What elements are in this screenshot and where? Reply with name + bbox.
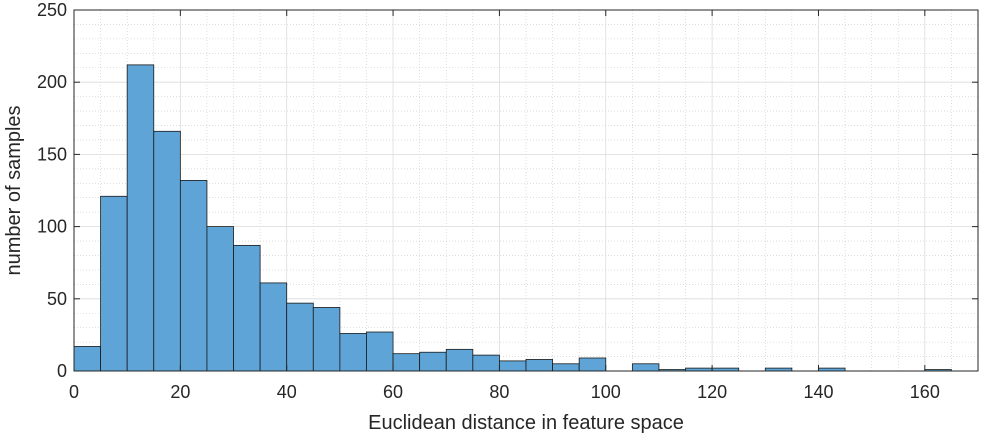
- x-tick-labels: 0 20 40 60 80 100 120 140 160: [69, 382, 940, 402]
- histogram-bar: [472, 354, 500, 372]
- y-tick-label: 200: [37, 72, 67, 92]
- bars: [73, 64, 952, 372]
- tick-marks: [73, 9, 978, 372]
- histogram-bar: [286, 302, 314, 372]
- histogram-bar: [419, 351, 447, 372]
- histogram-bar: [100, 195, 128, 372]
- histogram-bar: [233, 244, 261, 372]
- x-tick-label: 60: [383, 382, 403, 402]
- x-tick-label: 100: [591, 382, 621, 402]
- y-tick-label: 100: [37, 217, 67, 237]
- x-axis-label: Euclidean distance in feature space: [368, 412, 684, 434]
- histogram-bar: [525, 359, 553, 372]
- y-tick-label: 150: [37, 144, 67, 164]
- histogram-bar: [259, 282, 288, 372]
- x-tick-label: 140: [803, 382, 833, 402]
- y-axis-label: number of samples: [3, 105, 25, 275]
- histogram-bar: [578, 357, 607, 372]
- histogram-bar: [206, 226, 234, 372]
- histogram-bar: [392, 353, 421, 372]
- x-tick-label: 20: [170, 382, 190, 402]
- histogram-bar: [631, 363, 660, 372]
- x-tick-label: 80: [489, 382, 509, 402]
- histogram-bar: [126, 64, 155, 372]
- histogram-bar: [179, 179, 208, 372]
- histogram-bar: [366, 331, 394, 372]
- y-tick-label: 0: [57, 361, 67, 381]
- x-tick-label: 0: [69, 382, 79, 402]
- histogram-bar: [499, 360, 527, 372]
- x-tick-label: 160: [910, 382, 940, 402]
- histogram-bar: [445, 348, 474, 372]
- histogram-bar: [73, 346, 101, 372]
- histogram-bar: [339, 333, 367, 372]
- y-tick-labels: 0 50 100 150 200 250: [37, 0, 67, 381]
- histogram-bar: [312, 307, 341, 372]
- histogram-bar: [552, 363, 580, 372]
- y-tick-label: 250: [37, 0, 67, 20]
- plot-area-frame: [73, 9, 979, 372]
- x-tick-label: 120: [697, 382, 727, 402]
- histogram-bar: [153, 130, 181, 372]
- x-tick-label: 40: [277, 382, 297, 402]
- y-tick-label: 50: [47, 289, 67, 309]
